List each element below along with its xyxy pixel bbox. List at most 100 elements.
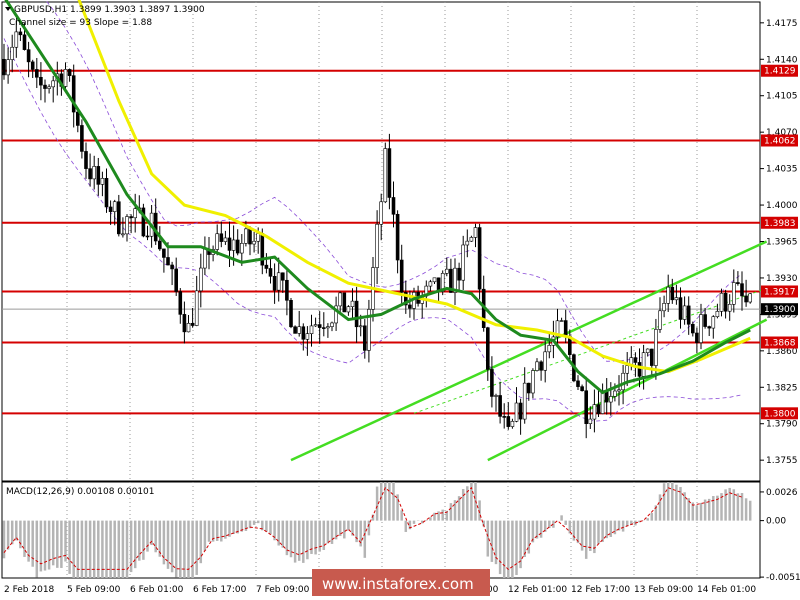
candle-body	[670, 286, 675, 301]
price-tick-label: 1.4035	[766, 165, 798, 175]
candle-body	[276, 272, 281, 291]
candle-body	[547, 344, 552, 353]
level-label: 1.3983	[764, 219, 796, 229]
watermark-text: www.instaforex.com	[322, 575, 474, 593]
candle-body	[719, 292, 724, 312]
candle-body	[153, 212, 158, 242]
candle-body	[67, 69, 72, 76]
candle-body	[84, 151, 88, 169]
candle-body	[736, 282, 740, 284]
candle-body	[112, 201, 117, 212]
candle-body	[617, 389, 621, 392]
candle-body	[498, 395, 502, 417]
fast-moving-average	[4, 0, 751, 395]
candle-body	[543, 351, 548, 371]
candle-body	[301, 326, 306, 340]
price-tick-label: 1.4105	[766, 92, 798, 102]
candle-body	[182, 314, 187, 333]
candle-body	[6, 59, 10, 76]
envelope-upper	[45, 0, 743, 362]
candle-body	[34, 69, 39, 78]
candle-body	[399, 259, 404, 293]
macd-label: MACD(12,26,9) 0.00108 0.00101	[6, 487, 155, 497]
level-label-box	[761, 336, 798, 349]
price-tick-label: 1.3930	[766, 274, 798, 284]
candle-body	[592, 404, 597, 420]
time-tick-label: 6 Feb 01:00	[130, 585, 184, 595]
candle-body	[215, 233, 219, 250]
candle-body	[14, 31, 19, 48]
candle-body	[248, 228, 252, 245]
candle-body	[326, 326, 330, 329]
candle-body	[47, 86, 51, 89]
candle-body	[518, 402, 523, 420]
candle-body	[108, 206, 113, 212]
time-tick-label: 2 Feb 2018	[4, 585, 55, 595]
level-label-box	[761, 216, 798, 229]
candle-body	[502, 416, 507, 418]
candle-body	[576, 380, 580, 387]
candle-body	[240, 243, 244, 254]
candle-body	[428, 281, 433, 287]
candle-body	[194, 290, 199, 326]
candle-body	[338, 292, 343, 307]
candle-body	[723, 292, 728, 312]
candle-body	[133, 208, 137, 219]
time-tick-label: 7 Feb 09:00	[256, 585, 310, 595]
candle-body	[510, 421, 515, 427]
moving-averages	[4, 0, 751, 395]
candle-body	[145, 235, 150, 238]
candle-body	[100, 178, 105, 185]
candle-body	[637, 362, 642, 377]
candle-body	[387, 148, 392, 198]
level-label-box	[761, 407, 798, 420]
candle-body	[346, 306, 351, 313]
candle-body	[26, 49, 31, 63]
candle-body	[367, 309, 371, 351]
candle-body	[104, 178, 109, 208]
candle-body	[30, 61, 35, 70]
candle-body	[141, 207, 146, 237]
candle-body	[608, 396, 613, 403]
time-tick-label: 6 Feb 17:00	[193, 585, 247, 595]
level-label: 1.4062	[764, 136, 796, 146]
candle-body	[658, 310, 662, 330]
candle-body	[539, 361, 543, 371]
candle-body	[162, 248, 166, 258]
candle-body	[526, 382, 531, 394]
candle-body	[166, 257, 170, 266]
candle-body	[293, 326, 297, 334]
channel-middle-line	[413, 287, 767, 414]
current-price-label: 1.3900	[764, 305, 796, 315]
candle-body	[490, 369, 494, 397]
candle-body	[92, 166, 96, 180]
candle-body	[453, 267, 457, 293]
candle-body	[678, 297, 683, 320]
candle-body	[641, 352, 646, 377]
candle-body	[485, 327, 490, 370]
candle-body	[264, 264, 269, 269]
candle-body	[449, 268, 453, 293]
candle-body	[125, 216, 129, 235]
price-tick-label: 1.4000	[766, 201, 798, 211]
candle-body	[334, 305, 338, 324]
candle-body	[190, 323, 195, 326]
candle-body	[703, 314, 707, 327]
candle-body	[80, 125, 84, 152]
symbol-dropdown-icon[interactable]	[5, 7, 11, 11]
candle-body	[231, 239, 236, 251]
candle-body	[711, 316, 716, 329]
candle-body	[690, 323, 695, 334]
level-label: 1.3917	[764, 287, 796, 297]
candle-body	[305, 333, 310, 340]
candle-body	[342, 292, 347, 313]
candle-body	[531, 370, 535, 394]
candle-body	[223, 237, 228, 242]
candle-body	[662, 303, 666, 312]
macd-indicator: 0.0026 0.00 -0.00512	[2, 482, 800, 583]
channel-info: Channel size = 93 Slope = 1.88	[9, 18, 152, 28]
candle-body	[666, 286, 671, 304]
candle-body	[289, 300, 293, 328]
channel-upper-line	[290, 240, 768, 462]
